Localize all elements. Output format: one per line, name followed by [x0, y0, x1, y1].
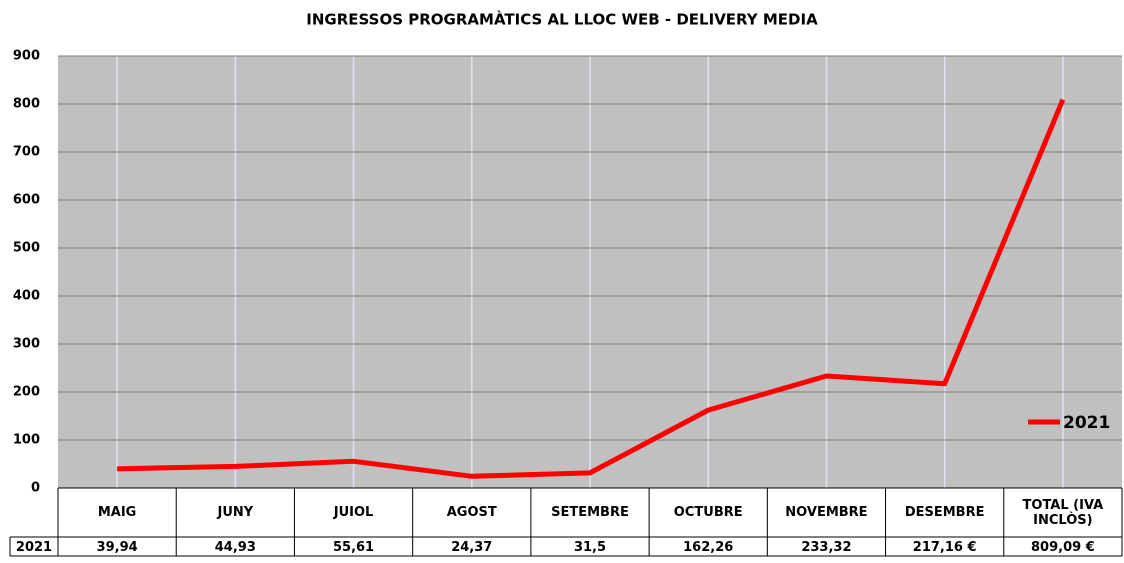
- y-tick-label: 900: [13, 49, 40, 64]
- y-tick-label: 200: [13, 385, 40, 400]
- y-tick-label: 800: [13, 97, 40, 112]
- category-cell: OCTUBRE: [673, 505, 743, 520]
- x-tick-label: NOVEMBRE: [785, 505, 868, 520]
- x-tick-label: DESEMBRE: [904, 505, 985, 520]
- x-tick-label: TOTAL (IVA INCLÒS): [1022, 497, 1104, 528]
- table-value: 162,26: [683, 540, 733, 555]
- table-value: 809,09 €: [1031, 540, 1095, 555]
- y-tick-label: 100: [13, 433, 40, 448]
- table-row-label: 2021: [16, 540, 52, 555]
- y-tick-label: 400: [13, 289, 40, 304]
- y-tick-label: 700: [13, 145, 40, 160]
- table-value: 55,61: [333, 540, 374, 555]
- table-value: 39,94: [97, 540, 138, 555]
- x-tick-label: JUIOL: [333, 505, 374, 520]
- category-cell: TOTAL (IVA INCLÒS): [1022, 497, 1104, 528]
- category-cell: SETEMBRE: [551, 505, 629, 520]
- x-tick-label: SETEMBRE: [551, 505, 629, 520]
- x-tick-label: JUNY: [217, 505, 254, 520]
- y-tick-label: 0: [31, 481, 40, 496]
- table-value: 233,32: [801, 540, 851, 555]
- category-cell: JUNY: [217, 505, 254, 520]
- chart-title: INGRESSOS PROGRAMÀTICS AL LLOC WEB - DEL…: [306, 10, 818, 29]
- x-tick-label: MAIG: [97, 505, 137, 520]
- category-cell: MAIG: [97, 505, 137, 520]
- table-value: 31,5: [574, 540, 606, 555]
- category-cell: JUIOL: [333, 505, 374, 520]
- table-value: 217,16 €: [913, 540, 977, 555]
- y-tick-label: 600: [13, 193, 40, 208]
- y-tick-label: 300: [13, 337, 40, 352]
- x-tick-label: AGOST: [446, 505, 497, 520]
- category-cell: DESEMBRE: [904, 505, 985, 520]
- legend-label: 2021: [1063, 413, 1110, 433]
- y-tick-label: 500: [13, 241, 40, 256]
- category-cell: NOVEMBRE: [785, 505, 868, 520]
- data-line: [117, 98, 1066, 479]
- x-tick-label: OCTUBRE: [673, 505, 743, 520]
- category-cell: AGOST: [446, 505, 497, 520]
- table-value: 24,37: [451, 540, 492, 555]
- table-value: 44,93: [215, 540, 256, 555]
